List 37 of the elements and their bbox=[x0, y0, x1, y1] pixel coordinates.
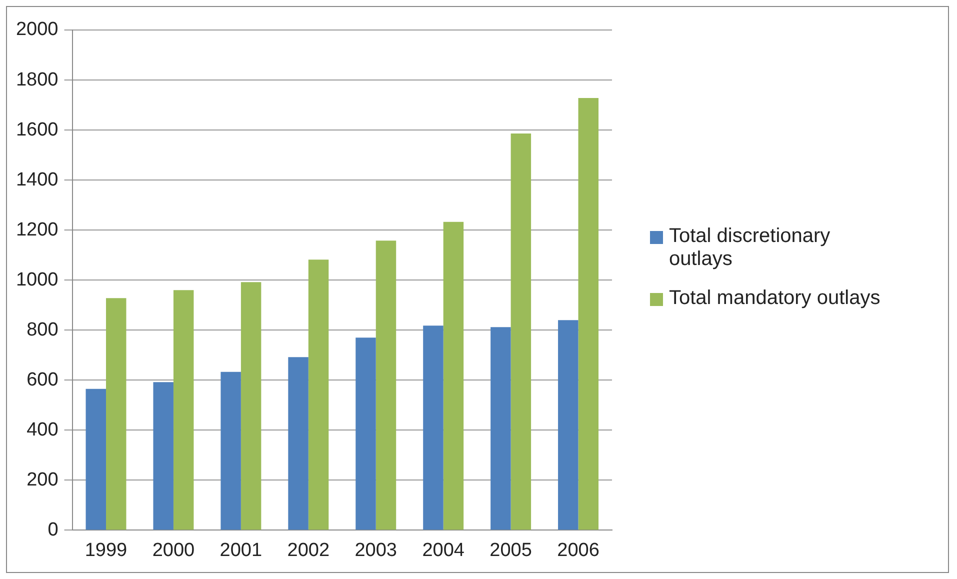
x-tick-label: 2006 bbox=[557, 540, 600, 561]
y-tick-label: 200 bbox=[26, 469, 58, 490]
legend-label: Total discretionary outlays bbox=[669, 225, 832, 271]
bar bbox=[510, 134, 532, 530]
bar bbox=[173, 290, 194, 530]
bar bbox=[240, 282, 262, 530]
y-tick-label: 1000 bbox=[16, 269, 58, 290]
x-tick-label: 2001 bbox=[220, 540, 262, 561]
x-tick-label: 2002 bbox=[287, 540, 330, 561]
y-tick-label: 1400 bbox=[16, 169, 58, 190]
y-tick-label: 2000 bbox=[16, 19, 58, 40]
bar bbox=[490, 327, 511, 530]
y-tick-label: 0 bbox=[48, 519, 58, 540]
bar bbox=[578, 98, 599, 530]
y-tick-label: 1200 bbox=[16, 219, 58, 240]
bar bbox=[106, 298, 126, 530]
bar bbox=[443, 222, 464, 530]
x-tick-label: 2000 bbox=[152, 540, 195, 561]
bar bbox=[558, 320, 578, 530]
y-tick-label: 1800 bbox=[16, 69, 58, 90]
bar bbox=[86, 388, 106, 530]
x-tick-label: 1999 bbox=[84, 540, 128, 561]
y-tick-label: 800 bbox=[26, 319, 58, 340]
legend-label: Total mandatory outlays bbox=[669, 287, 880, 310]
y-tick-label: 1600 bbox=[16, 119, 58, 140]
x-tick-label: 2004 bbox=[422, 540, 465, 561]
y-tick-label: 600 bbox=[26, 369, 58, 390]
x-tick-label: 2005 bbox=[490, 540, 532, 561]
bar bbox=[356, 338, 376, 530]
x-tick-label: 2003 bbox=[354, 540, 398, 561]
bar bbox=[308, 260, 329, 530]
bar bbox=[220, 372, 241, 530]
y-tick-label: 400 bbox=[26, 419, 58, 440]
bar bbox=[153, 382, 174, 530]
bar bbox=[376, 240, 396, 530]
bar bbox=[288, 357, 308, 530]
bar bbox=[423, 326, 444, 530]
